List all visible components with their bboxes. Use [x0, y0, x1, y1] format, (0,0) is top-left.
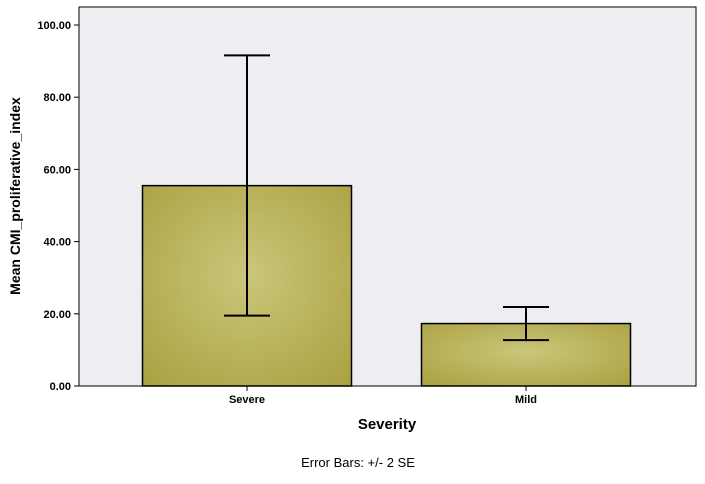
y-tick-label: 40.00 [43, 237, 71, 249]
x-axis: Severe Mild [229, 386, 537, 406]
x-tick-label-severe: Severe [229, 394, 265, 406]
y-tick-label: 0.00 [50, 381, 71, 393]
error-bars-footnote: Error Bars: +/- 2 SE [301, 455, 415, 470]
y-tick-label: 80.00 [43, 92, 71, 104]
x-tick-label-mild: Mild [515, 394, 537, 406]
y-axis: 0.00 20.00 40.00 60.00 80.00 100.00 [37, 20, 79, 393]
y-tick-label: 20.00 [43, 309, 71, 321]
y-axis-title: Mean CMI_proliferative_index [7, 97, 23, 295]
y-tick-label: 100.00 [37, 20, 71, 32]
error-bars-layer [224, 54, 549, 342]
x-axis-title: Severity [358, 416, 417, 433]
y-tick-label: 60.00 [43, 164, 71, 176]
